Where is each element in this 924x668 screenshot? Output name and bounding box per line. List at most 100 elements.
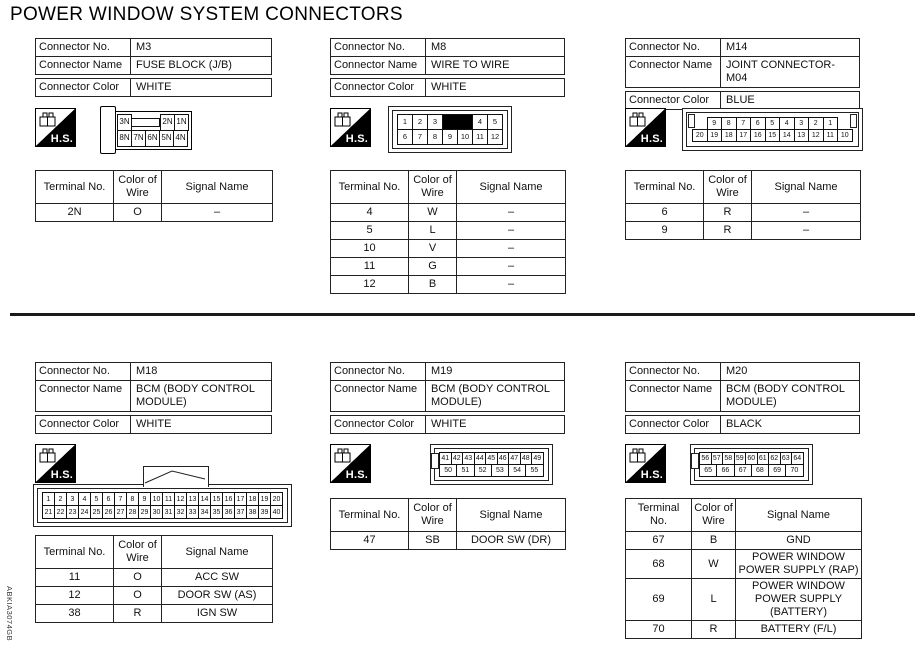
signal-name-header: Signal Name (456, 170, 566, 204)
connector-notch (688, 114, 695, 128)
connector-name-label: Connector Name (626, 381, 721, 411)
terminal-row: 12 O DOOR SW (AS) (35, 586, 273, 605)
connector-info-m8: Connector No. M8 Connector Name WIRE TO … (330, 38, 565, 97)
connector-name-label: Connector Name (36, 381, 131, 411)
connector-symbol-icon (39, 112, 56, 127)
terminal-header-row: Terminal No. Color of Wire Signal Name (330, 498, 566, 532)
terminal-table-m14: Terminal No. Color of Wire Signal Name 6… (625, 170, 861, 240)
terminal-header-row: Terminal No. Color of Wire Signal Name (35, 170, 273, 204)
pin-cell: 11 (822, 129, 838, 142)
terminal-row: 4 W – (330, 203, 566, 222)
connector-info-m19: Connector No. M19 Connector Name BCM (BO… (330, 362, 565, 434)
connector-name-value: BCM (BODY CONTROL MODULE) (726, 383, 845, 408)
hs-icon: H.S. (35, 444, 76, 483)
wire-color: L (691, 578, 736, 621)
connector-color-box: Connector Color WHITE (35, 78, 272, 97)
connector-name-row: Connector Name BCM (BODY CONTROL MODULE) (626, 380, 859, 411)
connector-no-row: Connector No. M18 (36, 363, 271, 380)
terminal-row: 67 B GND (625, 531, 862, 550)
color-of-wire-header: Color of Wire (113, 170, 162, 204)
terminal-no: 38 (35, 604, 114, 623)
terminal-no: 47 (330, 531, 409, 550)
pin-cell: 20 (270, 492, 283, 506)
connector-color-label: Connector Color (626, 92, 721, 109)
wire-color: R (703, 221, 752, 240)
connector-color-row: Connector Color WHITE (36, 416, 271, 433)
terminal-no-header: Terminal No. (625, 170, 704, 204)
signal-name: DOOR SW (DR) (456, 531, 566, 550)
pin-grid: 41 42 43 44 45 46 47 48 49 50 51 52 53 54 55 (431, 448, 549, 481)
wire-color: L (408, 221, 457, 240)
pin-cell: 28 (126, 505, 139, 519)
pin-row-bottom: 65 66 67 68 69 70 (699, 464, 804, 477)
color-of-wire-header: Color of Wire (703, 170, 752, 204)
connector-name-label: Connector Name (331, 57, 426, 74)
terminal-no: 10 (330, 239, 409, 258)
section-divider (10, 313, 915, 316)
signal-name: – (456, 221, 566, 240)
terminal-row: 12 B – (330, 275, 566, 294)
connector-color-box: Connector Color WHITE (330, 78, 565, 97)
connector-no-value: M18 (136, 365, 158, 377)
connector-color-box: Connector Color BLACK (625, 415, 860, 434)
terminal-row: 2N O – (35, 203, 273, 222)
terminal-no: 9 (625, 221, 704, 240)
connector-name-value: JOINT CONNECTOR-M04 (726, 59, 835, 84)
signal-name-header: Signal Name (161, 170, 273, 204)
pin-cell: 54 (508, 464, 527, 477)
connector-no-value: M14 (726, 41, 748, 53)
connector-no-label: Connector No. (626, 363, 721, 380)
connector-color-label: Connector Color (36, 416, 131, 433)
wire-color: R (113, 604, 162, 623)
connector-no-row: Connector No. M8 (331, 39, 564, 56)
connector-keying-tab (100, 106, 116, 154)
terminal-row: 47 SB DOOR SW (DR) (330, 531, 566, 550)
connector-symbol-icon (334, 112, 351, 127)
pin-cell: 68 (750, 464, 769, 477)
connector-symbol-icon (39, 448, 56, 463)
pin-cell: 50 (439, 464, 458, 477)
pin-cell (131, 117, 160, 127)
connector-info-box: Connector No. M3 Connector Name FUSE BLO… (35, 38, 272, 75)
connector-outline: 1 2 3 4 5 6 7 8 9 10 11 12 13 14 15 16 17 18 19 20 21 22 23 24… (33, 484, 292, 527)
pin-cell: 67 (733, 464, 752, 477)
connector-color-value: WHITE (136, 418, 172, 430)
connector-color-value: BLACK (726, 418, 763, 430)
terminal-row: 38 R IGN SW (35, 604, 273, 623)
connector-color-row: Connector Color WHITE (36, 79, 271, 96)
connector-color-value: WHITE (431, 418, 467, 430)
pin-cell: 19 (706, 129, 722, 142)
wire-color: SB (408, 531, 457, 550)
hs-label: H.S. (640, 133, 663, 145)
color-of-wire-header: Color of Wire (408, 498, 457, 532)
pin-cell: 10 (837, 129, 853, 142)
connector-name-value: WIRE TO WIRE (431, 59, 510, 71)
pin-grid: 56 57 58 59 60 61 62 63 64 65 66 67 68 69 70 (691, 448, 809, 481)
pin-cell: 8N (117, 129, 132, 147)
connector-name-row: Connector Name JOINT CONNECTOR-M04 (626, 56, 859, 87)
pin-diagram-m20: 56 57 58 59 60 61 62 63 64 65 66 67 68 69 70 (690, 444, 813, 485)
pin-cell: 7 (412, 129, 428, 145)
connector-no-row: Connector No. M14 (626, 39, 859, 56)
wire-color: V (408, 239, 457, 258)
terminal-row: 70 R BATTERY (F/L) (625, 620, 862, 639)
pin-row-top: 1 2 3 4 5 6 7 8 9 10 11 12 13 14 15 16 17 18 19 20 (42, 492, 283, 506)
connector-no-row: Connector No. M19 (331, 363, 564, 380)
pin-cell: 11 (472, 129, 488, 145)
terminal-no-header: Terminal No. (35, 535, 114, 569)
terminal-no: 11 (35, 568, 114, 587)
terminal-no-header: Terminal No. (330, 498, 409, 532)
connector-color-row: Connector Color BLACK (626, 416, 859, 433)
terminal-row: 10 V – (330, 239, 566, 258)
pin-cell: 12 (487, 129, 503, 145)
connector-outline: 56 57 58 59 60 61 62 63 64 65 66 67 68 69 70 (690, 444, 813, 485)
pin-cell: 70 (785, 464, 804, 477)
wire-color: O (113, 568, 162, 587)
terminal-no-header: Terminal No. (330, 170, 409, 204)
terminal-no: 4 (330, 203, 409, 222)
connector-color-box: Connector Color WHITE (330, 415, 565, 434)
pin-row-bottom: 50 51 52 53 54 55 (439, 464, 544, 477)
pin-row-bottom: 6 7 8 9 10 11 12 (397, 129, 503, 145)
